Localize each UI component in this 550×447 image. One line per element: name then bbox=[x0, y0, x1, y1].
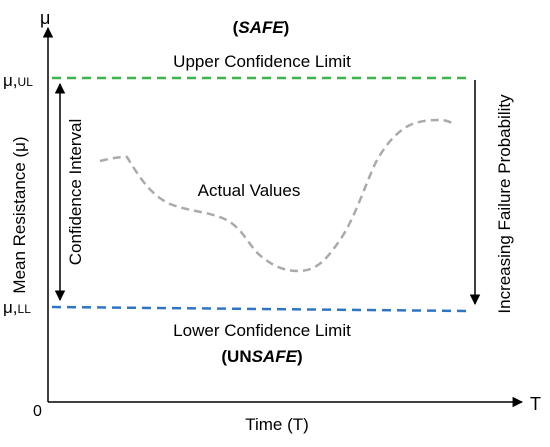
unsafe-label: (UNSAFE) bbox=[221, 347, 302, 366]
safe-label: (SAFE) bbox=[233, 18, 290, 37]
x-axis-label: Time (T) bbox=[245, 415, 309, 434]
lower-limit-tick: μ,LL bbox=[3, 298, 31, 317]
y-axis-symbol: μ bbox=[40, 8, 50, 28]
confidence-interval-label: Confidence Interval bbox=[66, 119, 85, 265]
increasing-failure-label: Increasing Failure Probability bbox=[495, 94, 514, 314]
actual-values-label: Actual Values bbox=[198, 181, 301, 200]
actual-values-curve bbox=[99, 118, 453, 273]
upper-limit-label: Upper Confidence Limit bbox=[173, 52, 351, 71]
origin-label: 0 bbox=[33, 403, 42, 420]
lower-limit-label: Lower Confidence Limit bbox=[173, 321, 351, 340]
x-axis-symbol: T bbox=[530, 394, 541, 414]
lower-confidence-limit-line bbox=[51, 305, 471, 313]
y-axis-label: Mean Resistance (μ) bbox=[10, 136, 29, 293]
upper-limit-tick: μ,UL bbox=[3, 71, 33, 90]
